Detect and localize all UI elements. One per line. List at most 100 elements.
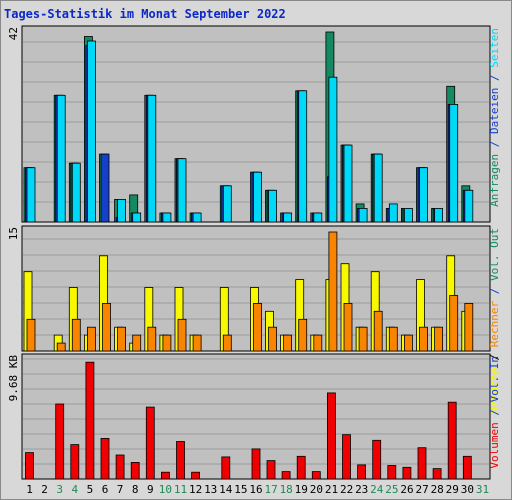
bar-top-seiten-day-23	[358, 207, 368, 223]
bar-middle-rechner-day-29	[449, 295, 459, 352]
bar-middle-rechner-day-28	[434, 326, 444, 352]
bar-bottom-volumen-day-29	[447, 401, 457, 480]
panel-middle: 15 Besuche / Rechner / Vol. Out	[7, 225, 501, 413]
bar-top-seiten-day-5	[87, 40, 96, 223]
bar-bottom-volumen-day-26	[402, 466, 412, 480]
bar-middle-rechner-day-25	[388, 326, 398, 352]
bar-middle-rechner-day-16	[253, 302, 262, 352]
bar-middle-rechner-day-19	[298, 318, 308, 352]
bar-bottom-volumen-day-18	[281, 471, 291, 480]
right-axis-label-part: /	[488, 281, 501, 301]
x-tick-label-day-25: 25	[385, 483, 398, 496]
x-tick-label-day-14: 14	[219, 483, 233, 496]
right-axis-label-part: Dateien	[488, 88, 501, 134]
bar-bottom-volumen-day-1	[25, 452, 34, 480]
bar-top-seiten-day-16	[253, 171, 262, 223]
x-tick-label-day-15: 15	[234, 483, 247, 496]
bar-top-seiten-day-19	[298, 90, 308, 223]
x-tick-label-day-27: 27	[415, 483, 428, 496]
bar-middle-rechner-day-30	[464, 302, 474, 352]
bar-top-seiten-day-3	[56, 94, 66, 223]
bar-middle-rechner-day-3	[56, 342, 66, 352]
bar-middle-rechner-day-5	[87, 326, 96, 352]
right-axis-label-part: /	[488, 68, 501, 88]
bar-bottom-volumen-day-9	[145, 406, 155, 480]
bar-bottom-volumen-day-12	[191, 471, 201, 480]
bar-top-seiten-day-8	[132, 212, 142, 223]
x-tick-label-day-16: 16	[249, 483, 262, 496]
bar-top-dateien-day-6	[100, 153, 110, 223]
right-axis-label-part: Seiten	[488, 28, 501, 68]
x-tick-label-day-6: 6	[102, 483, 109, 496]
bar-top-seiten-day-24	[373, 153, 383, 223]
bar-bottom-volumen-day-27	[417, 447, 427, 480]
bar-top-seiten-day-17	[268, 189, 277, 223]
x-tick-label-day-21: 21	[325, 483, 338, 496]
bar-top-seiten-day-21	[328, 76, 338, 223]
x-tick-label-day-19: 19	[295, 483, 308, 496]
bar-bottom-volumen-day-22	[342, 434, 351, 480]
x-tick-label-day-26: 26	[400, 483, 413, 496]
x-tick-label-day-23: 23	[355, 483, 368, 496]
bar-middle-rechner-day-24	[373, 310, 383, 352]
bar-middle-rechner-day-27	[419, 326, 428, 352]
bar-top-seiten-day-10	[162, 212, 172, 223]
right-axis-label-middle: Besuche / Rechner / Vol. Out	[488, 228, 501, 413]
bar-bottom-volumen-day-28	[432, 468, 442, 480]
bar-middle-rechner-day-9	[147, 326, 157, 352]
panel-bottom: 9.68 KB Volumen / Vol. In	[7, 353, 501, 480]
bar-top-seiten-day-30	[464, 189, 474, 223]
bar-top-seiten-day-4	[71, 162, 81, 223]
right-axis-label-part: Besuche	[488, 367, 501, 413]
panel-top: 42 Anfragen / Dateien / Seiten	[7, 25, 501, 223]
bar-top-seiten-day-25	[388, 203, 398, 223]
bar-top-seiten-day-14	[222, 185, 232, 223]
bar-top-seiten-day-20	[313, 212, 323, 223]
bar-bottom-volumen-day-10	[160, 471, 170, 480]
bar-bottom-volumen-day-30	[462, 455, 472, 480]
x-tick-label-day-28: 28	[431, 483, 444, 496]
bar-bottom-volumen-day-23	[357, 464, 367, 480]
bar-middle-rechner-day-14	[222, 334, 232, 352]
bar-top-seiten-day-29	[449, 104, 459, 223]
bar-bottom-volumen-day-11	[176, 441, 185, 480]
x-tick-label-day-7: 7	[117, 483, 124, 496]
bar-bottom-volumen-day-3	[55, 403, 65, 480]
bar-bottom-volumen-day-5	[85, 361, 95, 480]
x-tick-label-day-13: 13	[204, 483, 217, 496]
bar-bottom-volumen-day-19	[296, 455, 306, 480]
y-max-label-middle: 15	[7, 227, 20, 240]
bar-middle-rechner-day-1	[26, 318, 36, 352]
bar-middle-rechner-day-11	[177, 318, 187, 352]
x-tick-label-day-1: 1	[26, 483, 33, 496]
right-axis-label-part: /	[488, 402, 501, 422]
x-tick-label-day-17: 17	[264, 483, 277, 496]
bar-top-seiten-day-22	[343, 144, 353, 223]
bar-top-seiten-day-18	[283, 212, 293, 223]
bar-middle-rechner-day-18	[283, 334, 293, 352]
bar-top-seiten-day-12	[192, 212, 202, 223]
bar-top-seiten-day-9	[147, 94, 157, 223]
x-tick-label-day-11: 11	[174, 483, 187, 496]
x-tick-label-day-8: 8	[132, 483, 139, 496]
x-tick-label-day-31: 31	[476, 483, 489, 496]
right-axis-label-top: Anfragen / Dateien / Seiten	[488, 28, 501, 207]
right-axis-label-part: Volumen	[488, 422, 501, 468]
bar-top-seiten-day-1	[26, 167, 36, 223]
bar-middle-rechner-day-26	[403, 334, 413, 352]
x-tick-label-day-20: 20	[310, 483, 323, 496]
x-tick-label-day-9: 9	[147, 483, 154, 496]
bar-bottom-volumen-day-6	[100, 437, 110, 480]
x-tick-label-day-29: 29	[446, 483, 459, 496]
bar-middle-rechner-day-10	[162, 334, 172, 352]
x-tick-label-day-10: 10	[159, 483, 172, 496]
bar-middle-rechner-day-20	[313, 334, 323, 352]
bar-bottom-volumen-day-21	[326, 392, 336, 480]
x-tick-label-day-2: 2	[41, 483, 48, 496]
bar-middle-rechner-day-12	[192, 334, 202, 352]
bar-bottom-volumen-day-8	[130, 461, 140, 480]
y-max-label-bottom: 9.68 KB	[7, 355, 20, 402]
bar-top-seiten-day-27	[419, 167, 428, 223]
bar-top-seiten-day-7	[117, 198, 126, 223]
